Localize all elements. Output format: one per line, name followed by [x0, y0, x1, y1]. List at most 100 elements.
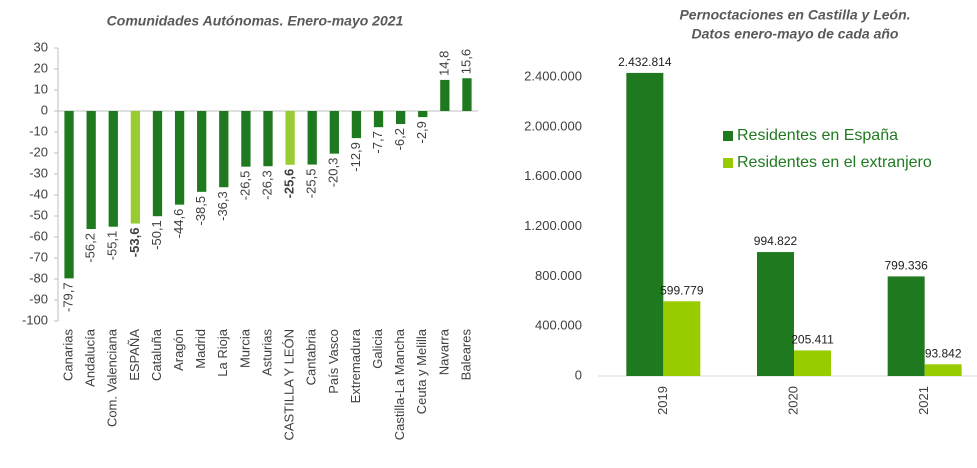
data-label: -56,2 — [83, 233, 98, 263]
data-label: -25,5 — [304, 169, 319, 199]
legend-swatch — [723, 131, 733, 141]
data-label: 15,6 — [458, 49, 473, 74]
y-tick-label: -70 — [29, 249, 48, 264]
bar — [757, 252, 794, 376]
x-tick-label: Navarra — [436, 328, 451, 375]
data-label: -44,6 — [171, 209, 186, 239]
chart-title: Comunidades Autónomas. Enero-mayo 2021 — [107, 13, 404, 29]
data-label: -7,7 — [370, 131, 385, 153]
bar — [794, 350, 831, 376]
x-tick-label: La Rioja — [215, 328, 230, 376]
data-label: -38,5 — [193, 196, 208, 226]
x-tick-label: 2020 — [785, 386, 800, 415]
y-tick-label: 0 — [575, 367, 582, 382]
x-tick-label: ESPAÑA — [127, 329, 142, 381]
bar — [64, 111, 74, 279]
bar — [418, 111, 428, 118]
y-tick-label: 800.000 — [535, 268, 582, 283]
data-label: 994.822 — [754, 234, 798, 248]
y-tick-label: 400.000 — [535, 318, 582, 333]
y-tick-label: 10 — [34, 81, 48, 96]
bar — [924, 364, 962, 376]
data-label: 205.411 — [791, 333, 834, 347]
x-tick-label: 2019 — [655, 386, 670, 415]
bar — [373, 111, 384, 128]
data-label: -26,3 — [259, 170, 274, 200]
bar — [285, 111, 295, 165]
y-tick-label: -100 — [22, 312, 48, 327]
y-tick-label: 2.000.000 — [524, 118, 582, 133]
data-label: 93.842 — [925, 346, 962, 360]
y-tick-label: -10 — [29, 123, 48, 138]
x-tick-label: País Vasco — [326, 329, 341, 394]
x-tick-label: Madrid — [193, 329, 208, 369]
x-tick-label: 2021 — [916, 386, 931, 415]
y-tick-label: 0 — [41, 102, 48, 117]
x-tick-label: Extremadura — [348, 328, 363, 403]
x-tick-label: Castilla-La Mancha — [392, 328, 407, 440]
bar — [86, 111, 96, 230]
data-label: -20,3 — [326, 158, 341, 188]
bar — [395, 111, 406, 125]
data-label: -55,1 — [105, 231, 120, 261]
y-tick-label: 1.600.000 — [524, 168, 582, 183]
chart-title: Datos enero-mayo de cada año — [692, 26, 899, 42]
bar — [887, 276, 925, 376]
x-tick-label: Andalucía — [83, 328, 98, 387]
data-label: 2.432.814 — [618, 55, 672, 69]
bar — [219, 111, 229, 188]
data-label: -2,9 — [414, 121, 429, 143]
data-label: -53,6 — [127, 228, 142, 258]
x-tick-label: Canarias — [60, 329, 75, 382]
bar — [197, 111, 207, 192]
y-tick-label: 30 — [34, 39, 48, 54]
x-tick-label: CASTILLA Y LEÓN — [282, 329, 297, 441]
x-tick-label: Galicia — [370, 328, 385, 369]
bar — [108, 111, 118, 227]
bar — [241, 111, 251, 167]
y-tick-label: -40 — [29, 186, 48, 201]
y-tick-label: 20 — [34, 60, 48, 75]
bar — [152, 111, 163, 217]
bar — [174, 111, 185, 205]
legend-label: Residentes en España — [737, 127, 898, 144]
data-label: 599.779 — [660, 283, 704, 297]
bar — [307, 111, 317, 165]
y-tick-label: -80 — [29, 270, 48, 285]
data-label: -25,6 — [282, 169, 297, 199]
bar — [329, 111, 339, 154]
y-tick-label: -20 — [29, 144, 48, 159]
x-tick-label: Cataluña — [149, 328, 164, 381]
legend-swatch — [723, 158, 733, 168]
data-label: -79,7 — [60, 282, 75, 312]
y-tick-label: -60 — [29, 228, 48, 243]
x-tick-label: Ceuta y Melilla — [414, 328, 429, 414]
chart-title: Pernoctaciones en Castilla y León. — [679, 7, 910, 23]
data-label: -6,2 — [392, 128, 407, 150]
x-tick-label: Com. Valenciana — [105, 328, 120, 427]
data-label: -26,5 — [237, 171, 252, 201]
bar — [351, 111, 362, 139]
x-tick-label: Baleares — [458, 329, 473, 381]
data-label: -36,3 — [215, 191, 230, 221]
y-tick-label: -50 — [29, 207, 48, 222]
bar — [130, 111, 141, 224]
y-tick-label: 1.200.000 — [524, 218, 582, 233]
x-tick-label: Murcia — [237, 328, 252, 368]
bar — [263, 111, 273, 167]
y-tick-label: -90 — [29, 291, 48, 306]
legend-label: Residentes en el extranjero — [737, 154, 932, 171]
data-label: 14,8 — [436, 51, 451, 76]
y-tick-label: -30 — [29, 165, 48, 180]
bar — [626, 72, 664, 376]
bar — [663, 301, 701, 376]
x-tick-label: Aragón — [171, 329, 186, 371]
data-label: -12,9 — [348, 142, 363, 172]
bar — [462, 78, 472, 111]
x-tick-label: Asturias — [259, 329, 274, 376]
x-tick-label: Cantabria — [304, 328, 319, 385]
data-label: -50,1 — [149, 220, 164, 250]
data-label: 799.336 — [884, 259, 928, 273]
